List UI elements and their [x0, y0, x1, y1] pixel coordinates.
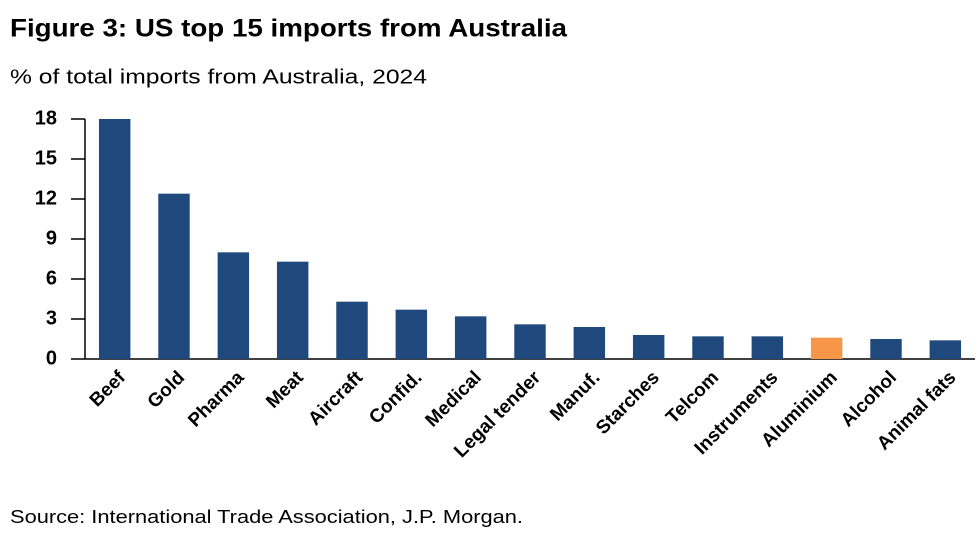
y-tick-label: 18 [35, 107, 57, 129]
bar [573, 327, 606, 359]
bar [336, 301, 368, 359]
x-tick-label: Gold [144, 367, 189, 412]
bar [929, 340, 962, 359]
x-tick-label: Meat [262, 367, 308, 413]
y-tick-label: 6 [46, 267, 57, 289]
x-tick-label: Beef [86, 367, 130, 411]
bar [454, 316, 487, 359]
y-tick-label: 9 [46, 227, 57, 249]
x-tick-label: Pharma [184, 367, 248, 431]
bar [870, 339, 902, 359]
x-tick-label: Telcom [662, 367, 723, 428]
bar [395, 309, 428, 359]
y-tick-label: 12 [35, 187, 57, 209]
bar [810, 337, 843, 359]
chart-title: Figure 3: US top 15 imports from Austral… [10, 15, 568, 43]
x-tick-label: Confid. [365, 367, 426, 428]
x-tick-label: Manuf. [546, 367, 604, 425]
chart-subtitle: % of total imports from Australia, 2024 [10, 66, 427, 88]
y-tick-label: 15 [35, 147, 57, 169]
bar [276, 261, 309, 359]
x-tick-label: Starches [592, 367, 664, 439]
bar [751, 336, 784, 359]
bar [98, 119, 131, 359]
y-tick-label: 0 [46, 347, 57, 369]
bar [158, 193, 190, 359]
bar [514, 324, 546, 359]
source-note: Source: International Trade Association,… [10, 507, 523, 527]
y-tick-label: 3 [46, 307, 57, 329]
bar [632, 335, 665, 359]
x-tick-label: Aircraft [304, 367, 367, 430]
bar [217, 252, 250, 359]
bar [692, 336, 724, 359]
